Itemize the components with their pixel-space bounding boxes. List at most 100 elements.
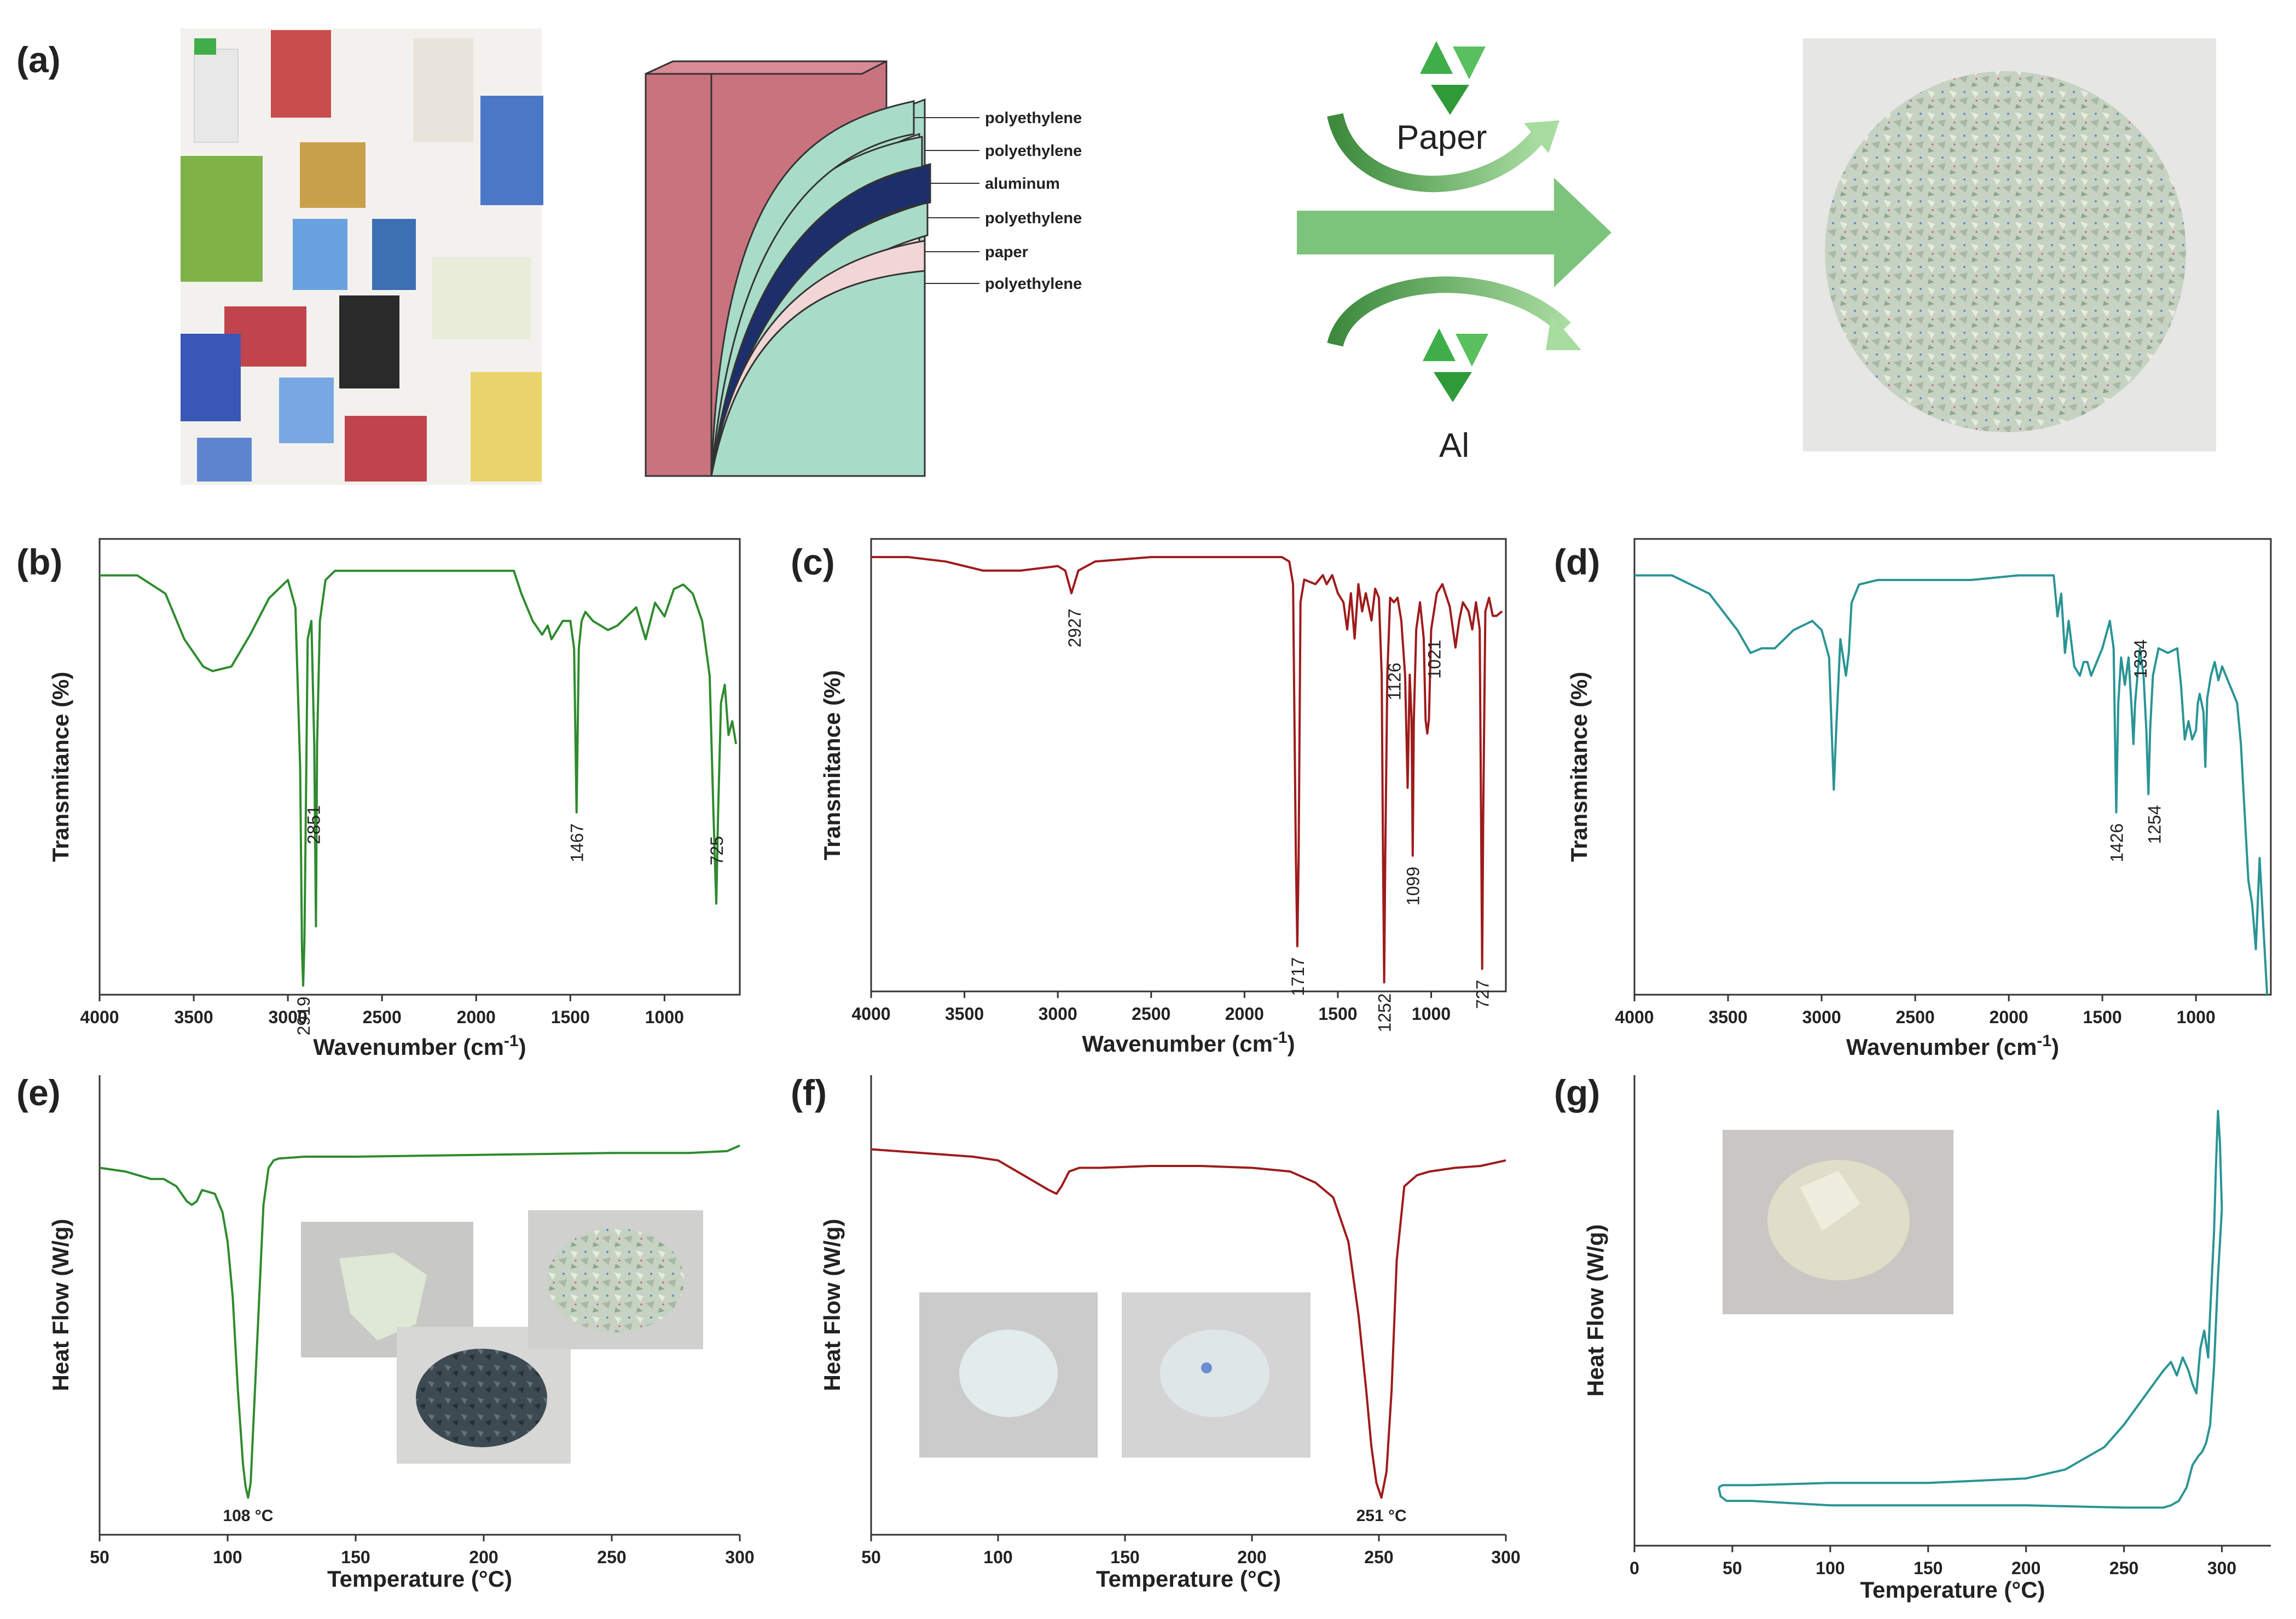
ftir-chart-d: (d) 4000 3500 3000 2500 2000 1500 1000 Wavenumb… (1554, 538, 2272, 1060)
peak-annotation: 1426 (2107, 823, 2126, 862)
plot-frame (870, 538, 1507, 993)
plot-frame (98, 538, 741, 996)
y-axis-label: Heat Flow (W/g) (1582, 1225, 1608, 1397)
series-line-cooling (1717, 1209, 2223, 1509)
x-tick-label: 300 (2207, 1558, 2236, 1578)
peak-annotation: 1126 (1385, 663, 1405, 700)
x-tick-label: 300 (1491, 1547, 1520, 1567)
x-tick-label: 3000 (1802, 1007, 1841, 1027)
inset-photo-e3 (528, 1210, 703, 1349)
y-axis-label: Heat Flow (W/g) (819, 1219, 845, 1391)
x-axis-label: Temperature (°C) (1096, 1566, 1281, 1592)
panel-label-d: (d) (1554, 542, 1600, 582)
peak-annotation: 1717 (1288, 957, 1308, 996)
arrow-head-icon (1546, 315, 1581, 350)
x-tick-label: 200 (1237, 1547, 1266, 1567)
recycle-al-label: Al (1439, 427, 1469, 465)
x-tick-label: 1000 (2177, 1007, 2216, 1027)
shredded-material-photo (1803, 38, 2216, 451)
series-line-main (871, 556, 1503, 984)
x-tick-label: 4000 (1615, 1007, 1654, 1027)
series-line-main (100, 570, 738, 987)
series-line-heating (1718, 1110, 2223, 1489)
ftir-chart-c: (c) 4000 3500 3000 2500 2000 1500 1000 Wavenumb… (791, 538, 1507, 1057)
x-tick-label: 100 (1816, 1558, 1845, 1578)
peak-annotation: 2927 (1065, 608, 1085, 647)
x-tick-label: 200 (469, 1547, 498, 1567)
ftir-chart-b: (b) 4000 3500 3000 2500 2000 1500 1000 Wavenumb… (16, 538, 741, 1060)
x-tick-label: 2500 (363, 1007, 402, 1027)
carton-photo (181, 28, 543, 485)
layer-label: polyethylene (985, 210, 1082, 227)
x-tick-label: 150 (1914, 1558, 1943, 1578)
recycle-icon (1423, 328, 1488, 402)
x-tick-label: 200 (2011, 1558, 2040, 1578)
x-tick-label: 250 (2109, 1558, 2138, 1578)
series-line-main (99, 1144, 740, 1499)
x-tick-label: 2500 (1895, 1007, 1934, 1027)
peak-annotation: 251 °C (1356, 1507, 1407, 1525)
panel-label-f: (f) (791, 1072, 827, 1113)
layer-label: polyethylene (985, 109, 1082, 127)
x-tick-label: 3500 (945, 1004, 984, 1024)
x-axis-label: Temperature (°C) (327, 1566, 512, 1592)
peak-annotation: 1254 (2144, 805, 2164, 844)
series-line-main (1634, 574, 2269, 995)
x-tick-label: 4000 (80, 1007, 119, 1027)
layer-label: aluminum (985, 175, 1060, 193)
recycling-flow: Paper Al (1297, 41, 1611, 465)
y-axis-label: Transmitance (%) (48, 672, 73, 862)
peak-annotation: 108 °C (223, 1507, 273, 1525)
dsc-chart-f: (f) 50 100 150 200 250 300 Temperature (°C) Hea… (791, 1072, 1521, 1592)
y-axis-label: Heat Flow (W/g) (48, 1219, 73, 1391)
x-tick-label: 3500 (1708, 1007, 1747, 1027)
x-tick-label: 2000 (1225, 1004, 1264, 1024)
x-axis-label: Wavenumber (cm-1) (1846, 1032, 2059, 1060)
inset-photos (301, 1130, 1953, 1464)
panel-label-a: (a) (16, 39, 61, 80)
x-tick-label: 1000 (645, 1007, 684, 1027)
x-axis-label: Temperature (°C) (1860, 1577, 2045, 1603)
x-tick-label: 50 (1723, 1558, 1742, 1578)
plot-frame (1633, 538, 2272, 996)
dsc-chart-e: (e) 50 100 150 200 250 300 Temperature (°C) Hea… (16, 1072, 755, 1592)
carton-layer-diagram: polyethylene polyethylene aluminum polye… (645, 60, 1082, 477)
dsc-chart-g: (g) 0 50 100 150 200 250 300 Temperature (°C) He… (1554, 1072, 2271, 1603)
layer-label: paper (985, 243, 1028, 261)
x-tick-label: 1500 (2083, 1007, 2122, 1027)
x-tick-label: 3000 (269, 1007, 308, 1027)
x-tick-label: 2000 (457, 1007, 496, 1027)
x-tick-label: 2000 (1990, 1007, 2028, 1027)
panel-label-e: (e) (16, 1072, 61, 1113)
peak-annotation: 2851 (304, 805, 323, 844)
x-tick-label: 3500 (174, 1007, 213, 1027)
peak-annotation: 2919 (294, 996, 314, 1035)
inset-photo-e2 (397, 1327, 571, 1464)
inset-photo-g (1723, 1130, 1953, 1314)
y-axis-label: Transmitance (%) (1566, 672, 1592, 862)
panel-label-g: (g) (1554, 1072, 1600, 1113)
panel-label-b: (b) (16, 542, 62, 582)
inset-photo-f1 (919, 1292, 1098, 1458)
series-line-main (871, 1148, 1506, 1499)
x-tick-label: 1000 (1412, 1004, 1451, 1024)
peak-annotation: 1467 (567, 823, 587, 862)
y-axis-label: Transmitance (%) (819, 670, 845, 861)
layer-label: polyethylene (985, 142, 1082, 160)
x-tick-label: 0 (1630, 1558, 1639, 1578)
layer-label: polyethylene (985, 275, 1082, 293)
x-tick-label: 250 (597, 1547, 626, 1567)
peak-annotation: 1021 (1424, 640, 1444, 678)
x-tick-label: 300 (725, 1547, 754, 1567)
inset-photo-f2 (1122, 1292, 1311, 1458)
x-tick-label: 1500 (551, 1007, 590, 1027)
x-tick-label: 1500 (1318, 1004, 1357, 1024)
x-tick-label: 250 (1364, 1547, 1393, 1567)
x-axis-label: Wavenumber (cm-1) (313, 1032, 526, 1060)
x-tick-label: 3000 (1039, 1004, 1077, 1024)
x-tick-label: 100 (213, 1547, 242, 1567)
arrow-head-icon (1524, 120, 1559, 153)
peak-annotation: 727 (1473, 980, 1493, 1009)
x-tick-label: 2500 (1132, 1004, 1170, 1024)
